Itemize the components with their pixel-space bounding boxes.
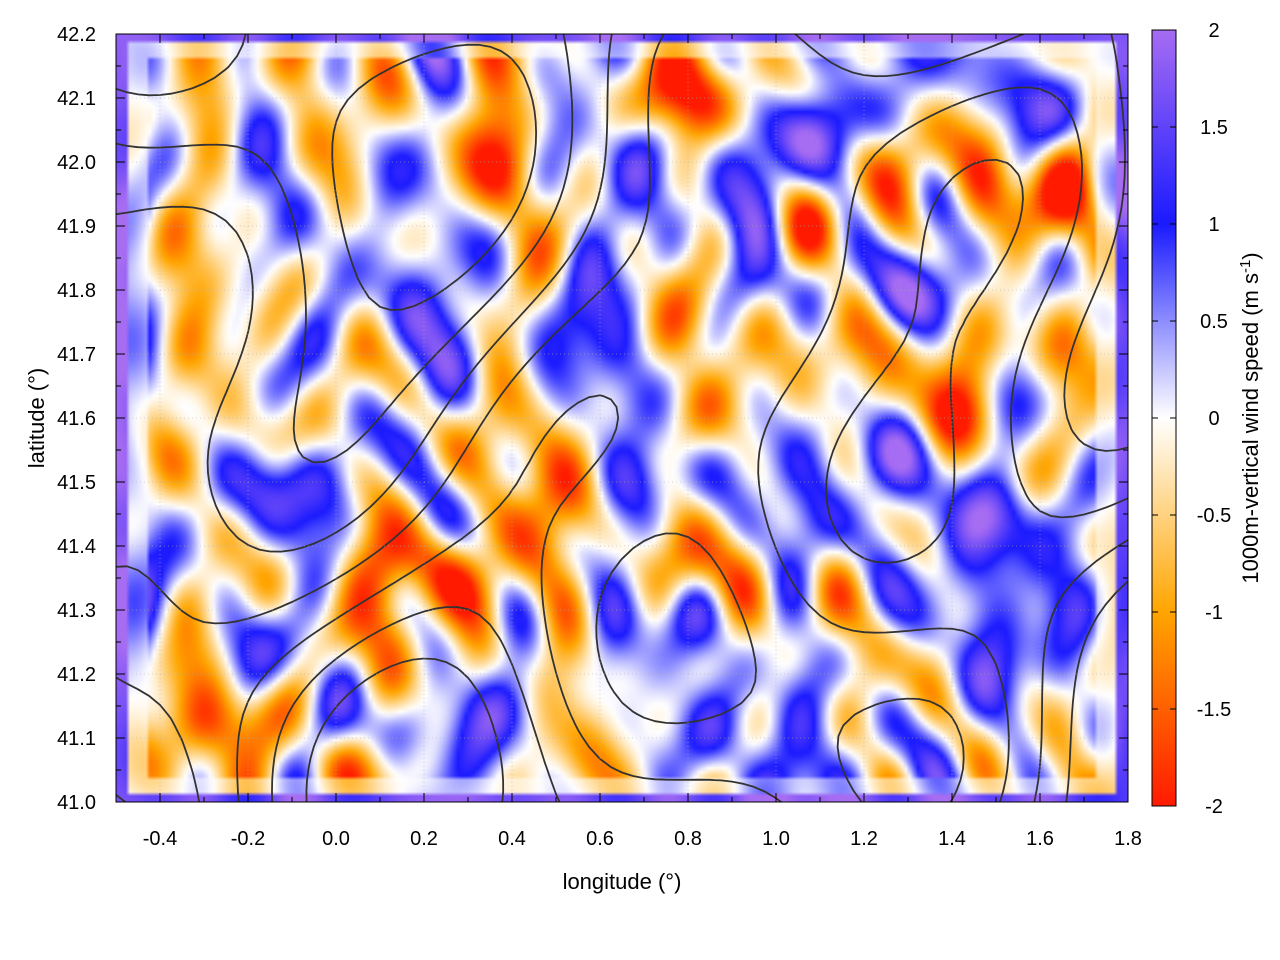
x-tick-label: -0.4 xyxy=(143,828,177,850)
x-axis-title: longitude (°) xyxy=(563,869,682,894)
y-tick-label: 41.1 xyxy=(57,728,96,750)
y-tick-label: 42.2 xyxy=(57,24,96,46)
y-tick-label: 41.0 xyxy=(57,792,96,814)
contour-lines xyxy=(116,34,1128,802)
colorbar-ticks: 2 1.5 1 0.5 0 -0.5 -1 -1.5 -2 xyxy=(1152,20,1231,818)
colorbar-tick-label: -0.5 xyxy=(1197,505,1231,527)
contour-level-3 xyxy=(116,34,1128,802)
colorbar-tick-label: 1.5 xyxy=(1200,117,1228,139)
x-tick-label: 0.0 xyxy=(322,828,350,850)
y-tick-label: 41.5 xyxy=(57,472,96,494)
y-tick-label: 42.1 xyxy=(57,88,96,110)
y-axis-title: latitude (°) xyxy=(24,368,49,469)
y-tick-label: 41.9 xyxy=(57,216,96,238)
y-tick-label: 41.3 xyxy=(57,600,96,622)
x-tick-label: 1.4 xyxy=(938,828,966,850)
x-tick-label: 1.6 xyxy=(1026,828,1054,850)
y-axis-ticks: 41.0 41.1 41.2 41.3 41.4 41.5 41.6 41.7 41.8 41.9… xyxy=(57,24,1128,814)
y-tick-label: 42.0 xyxy=(57,152,96,174)
contour-level-0 xyxy=(305,580,1128,802)
x-tick-label: 1.2 xyxy=(850,828,878,850)
colorbar-tick-label: 0.5 xyxy=(1200,311,1228,333)
x-tick-label: 0.6 xyxy=(586,828,614,850)
colorbar-tick-label: 2 xyxy=(1208,20,1219,42)
grid xyxy=(116,34,1128,802)
y-tick-label: 41.2 xyxy=(57,664,96,686)
colorbar-tick-label: -2 xyxy=(1205,796,1223,818)
colorbar-tick-label: -1.5 xyxy=(1197,699,1231,721)
contour-level-6 xyxy=(116,34,537,311)
x-tick-label: 0.8 xyxy=(674,828,702,850)
colorbar-title-sup: -1 xyxy=(1237,260,1254,273)
x-tick-label: 0.2 xyxy=(410,828,438,850)
colorbar-tick-label: -1 xyxy=(1205,602,1223,624)
y-tick-label: 41.7 xyxy=(57,344,96,366)
x-tick-label: 1.0 xyxy=(762,828,790,850)
y-tick-label: 41.4 xyxy=(57,536,96,558)
contour-level-2 xyxy=(236,86,1128,802)
colorbar-tick-label: 0 xyxy=(1208,408,1219,430)
x-tick-label: -0.2 xyxy=(231,828,265,850)
x-axis-ticks: -0.4 -0.2 0.0 0.2 0.4 0.6 0.8 1.0 1.2 1.4 1.6 1.8 xyxy=(143,34,1142,850)
colorbar-tick-label: 1 xyxy=(1208,214,1219,236)
x-tick-label: 1.8 xyxy=(1114,828,1142,850)
colorbar-title: 1000m-vertical wind speed (m s-1) xyxy=(1237,252,1264,583)
y-tick-label: 41.8 xyxy=(57,280,96,302)
y-tick-label: 41.6 xyxy=(57,408,96,430)
contour-level-4 xyxy=(116,34,613,802)
contour-level-5 xyxy=(116,34,574,464)
x-tick-label: 0.4 xyxy=(498,828,526,850)
